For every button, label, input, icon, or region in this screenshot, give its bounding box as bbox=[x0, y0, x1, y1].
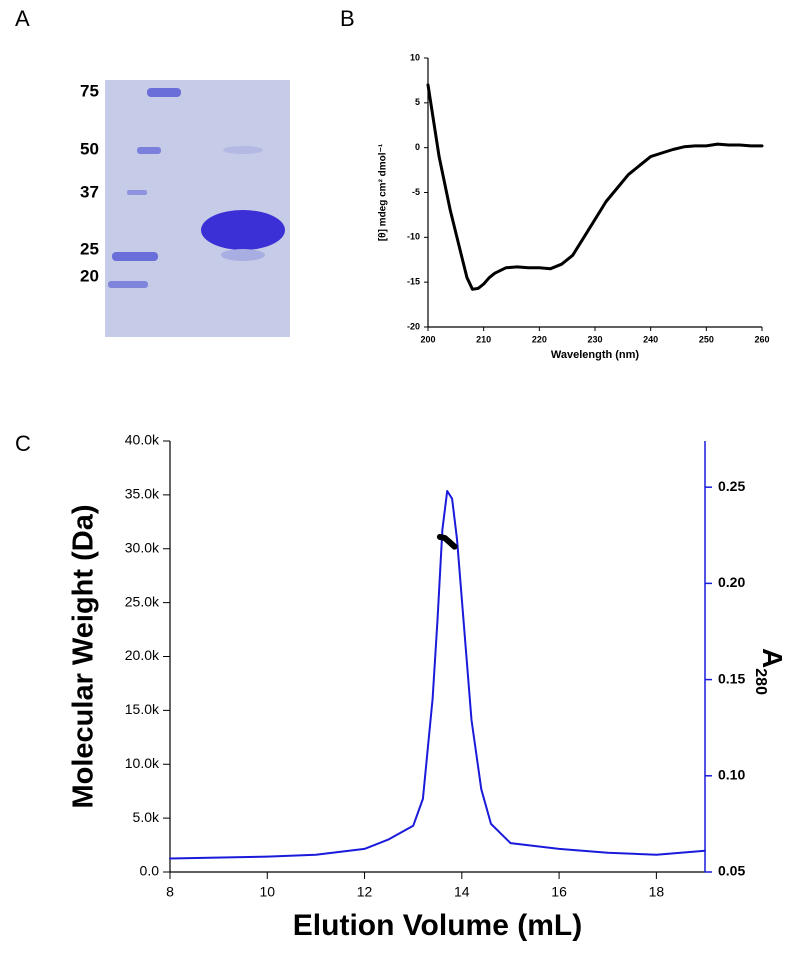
y2-tick-label: 0.10 bbox=[718, 766, 745, 782]
marker-label: 20 bbox=[80, 266, 99, 285]
panel-letter: B bbox=[340, 6, 355, 31]
x-tick-label: 8 bbox=[166, 884, 174, 900]
y-tick-label: -5 bbox=[412, 187, 420, 197]
data-line bbox=[426, 83, 764, 291]
marker-label: 25 bbox=[80, 239, 99, 258]
x-tick-label: 18 bbox=[649, 884, 665, 900]
panel-letter: C bbox=[15, 431, 31, 456]
y-tick-label: -20 bbox=[407, 321, 420, 331]
y-tick-label: 0 bbox=[415, 142, 420, 152]
x-axis-title: Wavelength (nm) bbox=[551, 349, 640, 361]
x-tick-label: 10 bbox=[259, 884, 275, 900]
gel-image bbox=[105, 80, 290, 337]
x-axis-title: Elution Volume (mL) bbox=[293, 909, 582, 942]
y-tick-label: 20.0k bbox=[125, 647, 160, 663]
y-tick-label: 5 bbox=[415, 97, 420, 107]
x-tick-label: 240 bbox=[643, 334, 658, 344]
x-tick-label: 220 bbox=[532, 334, 547, 344]
faint-band bbox=[223, 146, 263, 154]
x-tick-label: 250 bbox=[699, 334, 714, 344]
y2-tick-label: 0.15 bbox=[718, 670, 745, 686]
y-tick-label: 35.0k bbox=[125, 486, 160, 502]
faint-band bbox=[221, 249, 265, 261]
x-tick-label: 260 bbox=[754, 334, 769, 344]
ladder-band bbox=[112, 252, 158, 261]
y2-tick-label: 0.05 bbox=[718, 863, 745, 879]
y-axis-title: [θ] mdeg cm² dmol⁻¹ bbox=[378, 143, 389, 241]
y-tick-label: -15 bbox=[407, 277, 420, 287]
y-tick-label: 25.0k bbox=[125, 593, 160, 609]
y2-tick-label: 0.25 bbox=[718, 478, 745, 494]
gel bbox=[105, 80, 290, 337]
y-tick-label: 10 bbox=[410, 52, 420, 62]
data-line bbox=[436, 533, 458, 550]
ladder-band bbox=[108, 281, 148, 288]
y-tick-label: 40.0k bbox=[125, 432, 160, 448]
y2-title-sub: 280 bbox=[752, 668, 769, 695]
y2-axis-title: A280 bbox=[752, 648, 788, 695]
x-tick-label: 210 bbox=[476, 334, 491, 344]
marker-label: 75 bbox=[80, 81, 99, 100]
y-tick-label: 10.0k bbox=[125, 755, 160, 771]
x-tick-label: 16 bbox=[551, 884, 567, 900]
x-tick-label: 200 bbox=[420, 334, 435, 344]
y-axis-title: Molecular Weight (Da) bbox=[68, 505, 100, 809]
y-tick-label: 15.0k bbox=[125, 701, 160, 717]
ladder-band bbox=[137, 147, 161, 154]
protein-band bbox=[201, 210, 285, 250]
x-tick-label: 12 bbox=[357, 884, 373, 900]
data-line bbox=[169, 490, 706, 860]
y-tick-label: 0.0 bbox=[140, 863, 160, 879]
panel-letter: A bbox=[15, 6, 30, 31]
y-tick-label: 5.0k bbox=[133, 809, 160, 825]
ladder-band bbox=[147, 88, 181, 97]
x-tick-label: 14 bbox=[454, 884, 470, 900]
y2-title-main: A bbox=[757, 648, 788, 668]
y-tick-label: 30.0k bbox=[125, 539, 160, 555]
x-tick-label: 230 bbox=[587, 334, 602, 344]
marker-label: 37 bbox=[80, 182, 99, 201]
ladder-band bbox=[127, 190, 147, 195]
y-tick-label: -10 bbox=[407, 232, 420, 242]
y2-tick-label: 0.20 bbox=[718, 574, 745, 590]
marker-label: 50 bbox=[80, 139, 99, 158]
